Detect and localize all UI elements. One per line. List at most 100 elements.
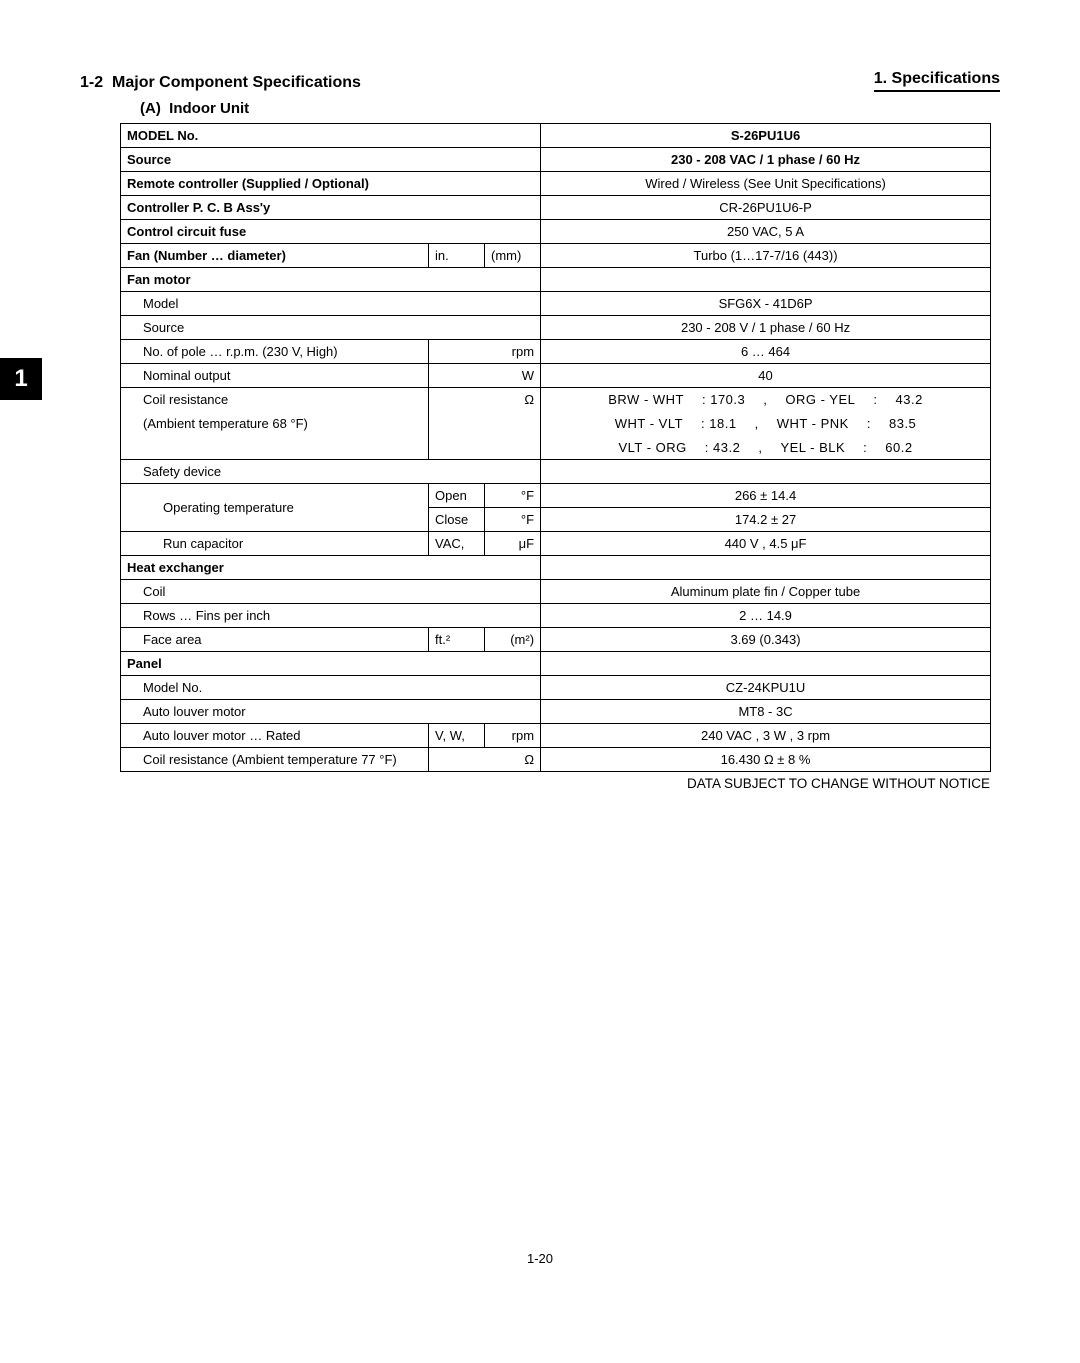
label-cell: Remote controller (Supplied / Optional) [121, 172, 541, 196]
unit-cell: Ω [429, 748, 541, 772]
unit-cell: rpm [485, 724, 541, 748]
unit-cell: in. [429, 244, 485, 268]
value-cell: S-26PU1U6 [541, 124, 991, 148]
coil-pair: VLT - ORG [618, 440, 686, 455]
table-row: Remote controller (Supplied / Optional) … [121, 172, 991, 196]
label-cell: Fan motor [121, 268, 541, 292]
table-row: Model SFG6X - 41D6P [121, 292, 991, 316]
label-cell: Coil resistance (Ambient temperature 77 … [121, 748, 429, 772]
unit-cell: Ω [429, 388, 541, 460]
table-row: No. of pole … r.p.m. (230 V, High) rpm 6… [121, 340, 991, 364]
coil-sep: : [863, 440, 867, 455]
value-cell: 230 - 208 V / 1 phase / 60 Hz [541, 316, 991, 340]
table-row: Controller P. C. B Ass'y CR-26PU1U6-P [121, 196, 991, 220]
unit-cell: ft.² [429, 628, 485, 652]
sub-title: Indoor Unit [169, 100, 249, 117]
unit-cell: V, W, [429, 724, 485, 748]
value-cell: VLT - ORG : 43.2 , YEL - BLK : 60.2 [541, 436, 991, 460]
unit-cell: °F [485, 508, 541, 532]
coil-sep: , [755, 416, 759, 431]
value-cell: 240 VAC , 3 W , 3 rpm [541, 724, 991, 748]
unit-cell: (mm) [485, 244, 541, 268]
value-cell [541, 268, 991, 292]
coil-pair: YEL - BLK [780, 440, 845, 455]
coil-sep: , [763, 392, 767, 407]
unit-cell: W [429, 364, 541, 388]
unit-cell: rpm [429, 340, 541, 364]
table-row: Source 230 - 208 VAC / 1 phase / 60 Hz [121, 148, 991, 172]
unit-cell: VAC, [429, 532, 485, 556]
label-cell: Rows … Fins per inch [121, 604, 541, 628]
table-row: Heat exchanger [121, 556, 991, 580]
unit-cell: (m²) [485, 628, 541, 652]
coil-val: 83.5 [889, 416, 916, 431]
label-cell: (Ambient temperature 68 °F) [121, 412, 429, 436]
section-number: 1-2 [80, 74, 103, 91]
value-cell: MT8 - 3C [541, 700, 991, 724]
value-cell [541, 460, 991, 484]
coil-val: 43.2 [896, 392, 923, 407]
coil-sep: : 18.1 [701, 416, 737, 431]
coil-val: 60.2 [885, 440, 912, 455]
label-cell: Model [121, 292, 541, 316]
unit-cell: μF [485, 532, 541, 556]
coil-pair: WHT - VLT [615, 416, 683, 431]
table-row: Control circuit fuse 250 VAC, 5 A [121, 220, 991, 244]
unit-cell: °F [485, 484, 541, 508]
value-cell: 16.430 Ω ± 8 % [541, 748, 991, 772]
label-cell: No. of pole … r.p.m. (230 V, High) [121, 340, 429, 364]
label-cell: Heat exchanger [121, 556, 541, 580]
page-number: 1-20 [80, 1251, 1000, 1266]
table-row: Auto louver motor MT8 - 3C [121, 700, 991, 724]
label-cell: Nominal output [121, 364, 429, 388]
table-row: Auto louver motor … Rated V, W, rpm 240 … [121, 724, 991, 748]
value-cell: WHT - VLT : 18.1 , WHT - PNK : 83.5 [541, 412, 991, 436]
label-cell: Face area [121, 628, 429, 652]
coil-sep: : 170.3 [702, 392, 745, 407]
table-row: Operating temperature Open °F 266 ± 14.4 [121, 484, 991, 508]
table-row: Rows … Fins per inch 2 … 14.9 [121, 604, 991, 628]
value-cell: 250 VAC, 5 A [541, 220, 991, 244]
table-row: MODEL No. S-26PU1U6 [121, 124, 991, 148]
subsection-heading: (A) Indoor Unit [140, 100, 1000, 117]
label-cell: Fan (Number … diameter) [121, 244, 429, 268]
table-row: Safety device [121, 460, 991, 484]
table-row: Panel [121, 652, 991, 676]
side-tab: 1 [0, 358, 42, 400]
label-cell: Operating temperature [121, 484, 429, 532]
sub-letter: (A) [140, 100, 161, 117]
label-cell: Source [121, 316, 541, 340]
coil-sep: : [867, 416, 871, 431]
unit-cell: Close [429, 508, 485, 532]
label-cell: Model No. [121, 676, 541, 700]
coil-pair: WHT - PNK [777, 416, 849, 431]
value-cell: 230 - 208 VAC / 1 phase / 60 Hz [541, 148, 991, 172]
label-cell: Panel [121, 652, 541, 676]
label-cell: Auto louver motor [121, 700, 541, 724]
table-row: VLT - ORG : 43.2 , YEL - BLK : 60.2 [121, 436, 991, 460]
value-cell: CR-26PU1U6-P [541, 196, 991, 220]
table-row: Source 230 - 208 V / 1 phase / 60 Hz [121, 316, 991, 340]
footer-note: DATA SUBJECT TO CHANGE WITHOUT NOTICE [120, 776, 990, 791]
label-cell: Coil resistance [121, 388, 429, 412]
value-cell: Turbo (1…17-7/16 (443)) [541, 244, 991, 268]
label-cell: Auto louver motor … Rated [121, 724, 429, 748]
value-cell: BRW - WHT : 170.3 , ORG - YEL : 43.2 [541, 388, 991, 412]
label-cell: Control circuit fuse [121, 220, 541, 244]
table-row: Face area ft.² (m²) 3.69 (0.343) [121, 628, 991, 652]
label-cell: Run capacitor [121, 532, 429, 556]
label-cell: Controller P. C. B Ass'y [121, 196, 541, 220]
value-cell: 440 V , 4.5 μF [541, 532, 991, 556]
value-cell: Aluminum plate fin / Copper tube [541, 580, 991, 604]
value-cell: 40 [541, 364, 991, 388]
section-title: Major Component Specifications [112, 74, 361, 91]
label-cell: Safety device [121, 460, 541, 484]
table-row: Fan motor [121, 268, 991, 292]
value-cell: 6 … 464 [541, 340, 991, 364]
table-row: Coil Aluminum plate fin / Copper tube [121, 580, 991, 604]
value-cell: 174.2 ± 27 [541, 508, 991, 532]
label-cell: Source [121, 148, 541, 172]
table-row: Nominal output W 40 [121, 364, 991, 388]
value-cell: Wired / Wireless (See Unit Specification… [541, 172, 991, 196]
table-row: (Ambient temperature 68 °F) WHT - VLT : … [121, 412, 991, 436]
